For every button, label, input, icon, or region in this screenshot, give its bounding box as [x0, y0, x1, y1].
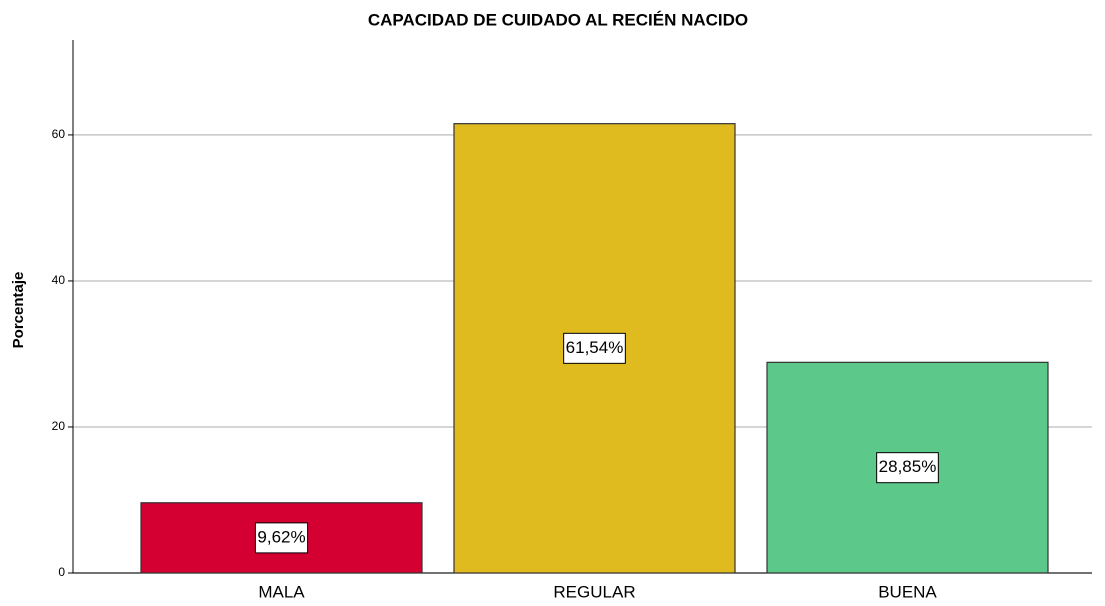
y-tick-label: 20	[52, 419, 66, 433]
value-label: 28,85%	[879, 457, 937, 476]
value-label: 61,54%	[566, 338, 624, 357]
x-tick-label: MALA	[258, 582, 305, 601]
chart-title: CAPACIDAD DE CUIDADO AL RECIÉN NACIDO	[368, 10, 748, 29]
value-label: 9,62%	[257, 527, 305, 546]
y-tick-label: 0	[58, 565, 65, 579]
y-tick-label: 60	[52, 127, 66, 141]
value-label-box	[254, 522, 309, 554]
y-axis-title: Porcentaje	[10, 272, 27, 349]
x-tick-label: REGULAR	[553, 582, 635, 601]
y-tick-label: 40	[52, 273, 66, 287]
value-label-box	[876, 452, 939, 484]
x-tick-label: BUENA	[878, 582, 937, 601]
value-label-box	[563, 332, 626, 364]
